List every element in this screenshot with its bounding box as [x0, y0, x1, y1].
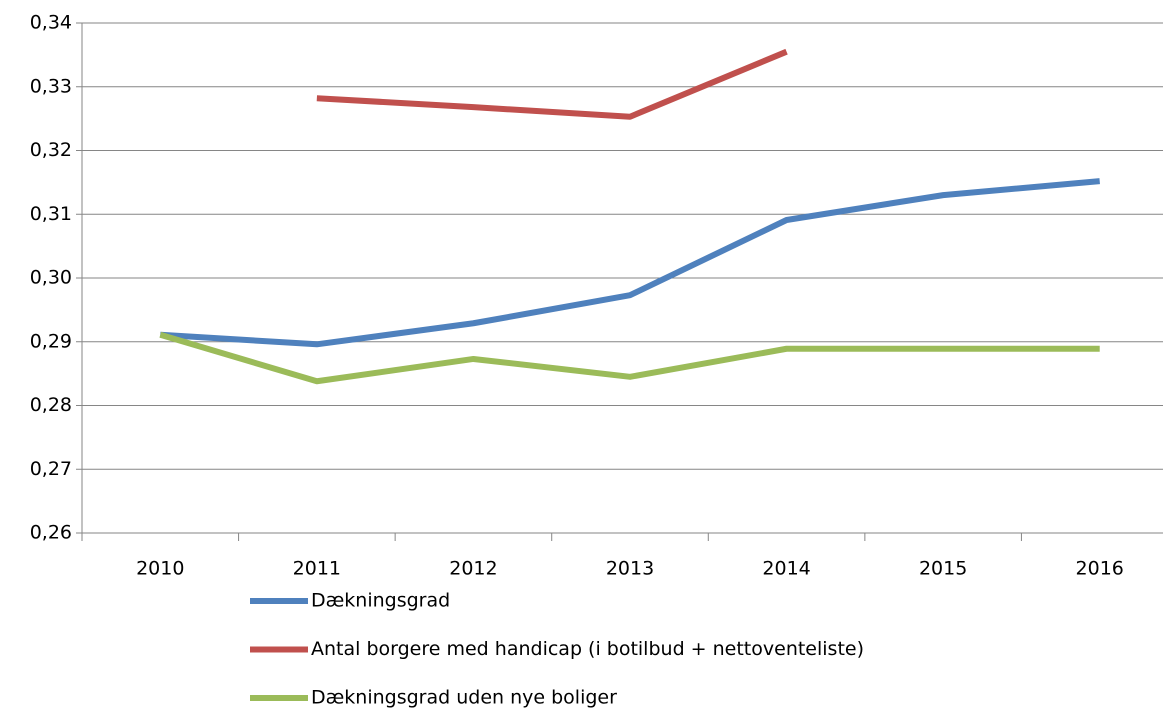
y-tick-label: 0,34 — [30, 12, 72, 34]
legend-label: Antal borgere med handicap (i botilbud +… — [311, 638, 864, 660]
line-series — [316, 48, 788, 120]
x-tick-label: 2010 — [136, 558, 184, 580]
line-series — [159, 331, 1100, 385]
y-tick-label: 0,30 — [30, 267, 72, 289]
legend-label: Dækningsgrad uden nye boliger — [311, 687, 617, 709]
legend-label: Dækningsgrad — [311, 590, 450, 612]
line-series — [160, 178, 1100, 348]
y-tick-label: 0,28 — [30, 394, 72, 416]
y-tick-label: 0,27 — [30, 458, 72, 480]
y-tick-label: 0,26 — [30, 522, 72, 544]
x-tick-label: 2016 — [1076, 558, 1124, 580]
x-tick-label: 2012 — [449, 558, 497, 580]
y-tick-label: 0,32 — [30, 139, 72, 161]
y-tick-label: 0,29 — [30, 330, 72, 352]
x-tick-label: 2013 — [606, 558, 654, 580]
x-tick-label: 2014 — [762, 558, 810, 580]
y-tick-label: 0,33 — [30, 75, 72, 97]
x-tick-label: 2011 — [293, 558, 341, 580]
x-tick-label: 2015 — [919, 558, 967, 580]
y-tick-label: 0,31 — [30, 203, 72, 225]
